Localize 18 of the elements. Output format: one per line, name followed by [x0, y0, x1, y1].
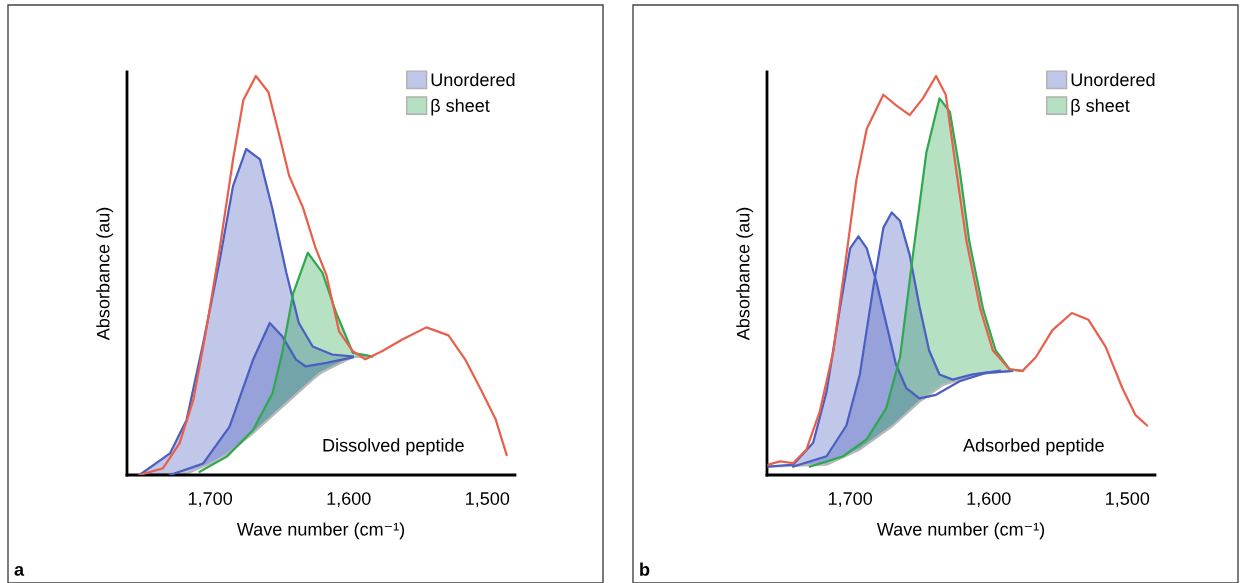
text: b — [640, 562, 650, 576]
legend-label: Unordered — [1071, 72, 1155, 87]
x-tick-label: 1,700 — [188, 492, 233, 508]
text: a — [14, 565, 25, 576]
legend-label: Unordered — [431, 72, 515, 87]
y-axis-title: Absorbance (au) — [736, 207, 754, 341]
y-axis-title: Absorbance (au) — [96, 207, 114, 341]
legend-label: β sheet — [1071, 98, 1130, 116]
annotation: Adsorbed peptide — [963, 438, 1104, 456]
x-tick-label: 1,600 — [967, 492, 1011, 508]
x-axis-title: Wave number (cm⁻¹) — [876, 522, 1045, 540]
x-tick-label: 1,500 — [466, 492, 510, 508]
annotation: Dissolved peptide — [323, 438, 464, 456]
legend-label: β sheet — [431, 98, 490, 116]
x-tick-label: 1,500 — [1106, 492, 1150, 508]
x-tick-label: 1,700 — [828, 492, 873, 508]
x-axis-title: Wave number (cm⁻¹) — [236, 522, 405, 540]
x-tick-label: 1,600 — [327, 492, 371, 508]
